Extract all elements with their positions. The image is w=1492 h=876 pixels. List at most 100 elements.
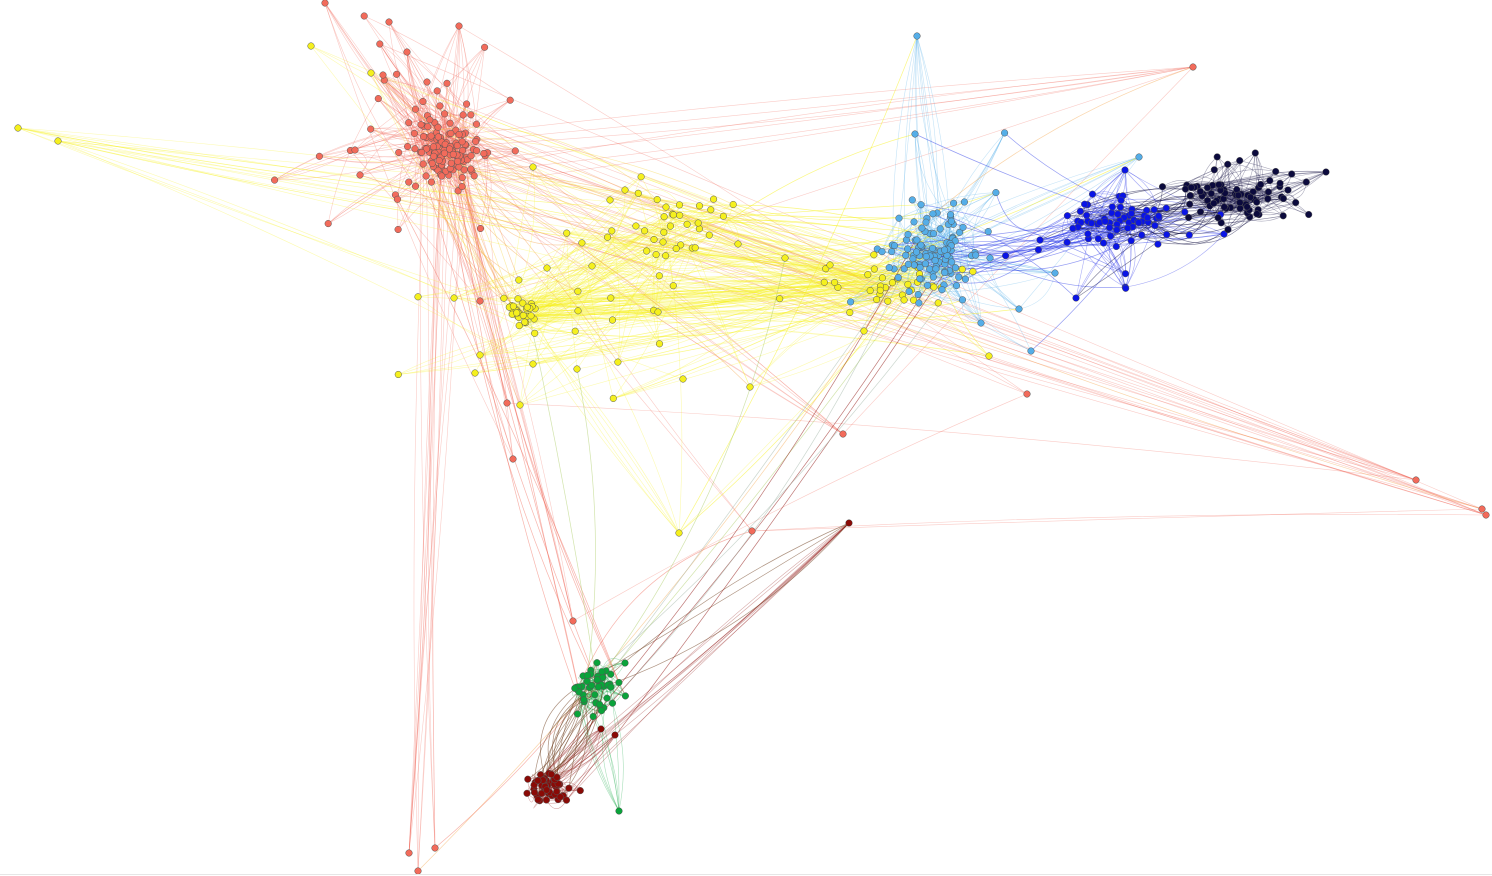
- graph-edge: [525, 285, 674, 323]
- graph-node-salmon: [467, 111, 475, 119]
- graph-edges: [17, 2, 1487, 872]
- graph-node-yellow: [864, 271, 872, 279]
- graph-node-green: [621, 659, 629, 667]
- graph-edge: [518, 285, 674, 318]
- graph-edge: [904, 35, 918, 256]
- graph-edge: [529, 308, 680, 534]
- graph-edge: [522, 278, 898, 304]
- graph-edge: [524, 213, 673, 323]
- graph-node-salmon: [476, 224, 485, 233]
- graph-node-green: [598, 668, 606, 676]
- graph-edge: [524, 213, 673, 323]
- graph-node-yellow: [691, 244, 699, 252]
- graph-edge: [444, 113, 599, 688]
- graph-edge: [519, 228, 700, 406]
- graph-node-yellow: [660, 213, 668, 221]
- graph-node-yellow: [621, 186, 629, 194]
- graph-edge: [1088, 169, 1126, 223]
- graph-node-yellow: [776, 295, 784, 303]
- graph-edge: [516, 204, 680, 311]
- graph-node-green: [588, 681, 596, 689]
- graph-edge: [384, 79, 466, 145]
- graph-edge: [430, 47, 485, 139]
- graph-edge: [653, 226, 671, 311]
- graph-edge: [591, 209, 711, 267]
- graph-node-yellow: [471, 369, 479, 377]
- graph-node-salmon: [430, 152, 438, 160]
- graph-node-yellow: [608, 316, 617, 324]
- graph-edge: [1018, 272, 1056, 310]
- graph-edge: [1030, 209, 1155, 352]
- graph-edge: [525, 230, 645, 323]
- graph-node-navy: [1257, 180, 1265, 189]
- graph-node-green: [591, 691, 599, 699]
- graph-node-navy: [1210, 199, 1218, 207]
- graph-edge: [640, 176, 664, 243]
- graph-edge: [513, 209, 711, 307]
- graph-node-salmon: [436, 102, 444, 110]
- graph-edge: [1227, 163, 1269, 192]
- graph-edge: [624, 189, 905, 301]
- graph-edge: [534, 248, 933, 320]
- graph-node-yellow: [662, 252, 670, 260]
- graph-edge: [485, 155, 1487, 516]
- graph-edge: [751, 508, 1483, 532]
- graph-node-yellow: [930, 283, 938, 291]
- graph-node-yellow: [573, 365, 581, 373]
- graph-node-blue: [1063, 212, 1071, 220]
- graph-edge: [414, 127, 658, 200]
- graph-edge: [551, 734, 616, 775]
- graph-edge: [324, 2, 415, 134]
- graph-node-light-blue: [909, 255, 917, 263]
- graph-node-blue: [1105, 224, 1114, 232]
- graph-node-navy: [1243, 203, 1251, 211]
- graph-edge: [577, 282, 918, 312]
- graph-edge: [417, 83, 448, 872]
- graph-node-light-blue: [984, 228, 992, 236]
- graph-edge: [57, 140, 645, 232]
- graph-node-yellow: [523, 303, 531, 311]
- graph-edge: [417, 236, 608, 298]
- graph-node-light-blue: [847, 298, 855, 306]
- graph-edge: [1004, 132, 1225, 235]
- graph-node-salmon: [429, 143, 438, 151]
- graph-edge: [408, 47, 485, 854]
- graph-edge: [1227, 164, 1231, 208]
- graph-edge: [611, 230, 621, 363]
- graph-node-yellow: [529, 360, 537, 368]
- graph-edge: [354, 90, 438, 151]
- graph-node-salmon: [455, 130, 463, 139]
- graph-edge: [456, 154, 574, 622]
- graph-edge: [577, 216, 665, 311]
- graph-node-salmon: [424, 123, 432, 131]
- graph-node-salmon: [453, 142, 461, 150]
- graph-node-light-blue: [910, 261, 918, 269]
- graph-edge: [850, 241, 953, 303]
- graph-node-yellow: [519, 299, 527, 307]
- graph-edge: [1066, 169, 1126, 243]
- graph-node-salmon: [422, 172, 430, 180]
- graph-node-yellow: [476, 351, 484, 359]
- graph-edge: [874, 66, 1194, 270]
- graph-node-salmon: [472, 120, 481, 128]
- graph-edge: [657, 228, 700, 313]
- graph-node-blue: [1113, 226, 1121, 234]
- graph-edge: [530, 222, 699, 317]
- graph-edge: [327, 98, 379, 224]
- graph-node-salmon: [426, 116, 434, 124]
- graph-edge: [461, 66, 1194, 187]
- graph-node-navy: [1305, 210, 1313, 219]
- graph-node-yellow: [588, 262, 596, 270]
- graph-edge: [513, 273, 920, 307]
- graph-edge: [751, 514, 1487, 532]
- graph-edge: [913, 221, 972, 256]
- graph-edge: [576, 368, 596, 676]
- graph-node-salmon: [428, 159, 436, 167]
- graph-edge: [779, 287, 912, 299]
- graph-edge: [17, 127, 868, 275]
- graph-node-salmon: [374, 95, 382, 103]
- graph-edge: [431, 163, 508, 404]
- graph-edge: [673, 285, 865, 332]
- graph-edge: [384, 79, 516, 152]
- graph-node-salmon: [472, 137, 480, 146]
